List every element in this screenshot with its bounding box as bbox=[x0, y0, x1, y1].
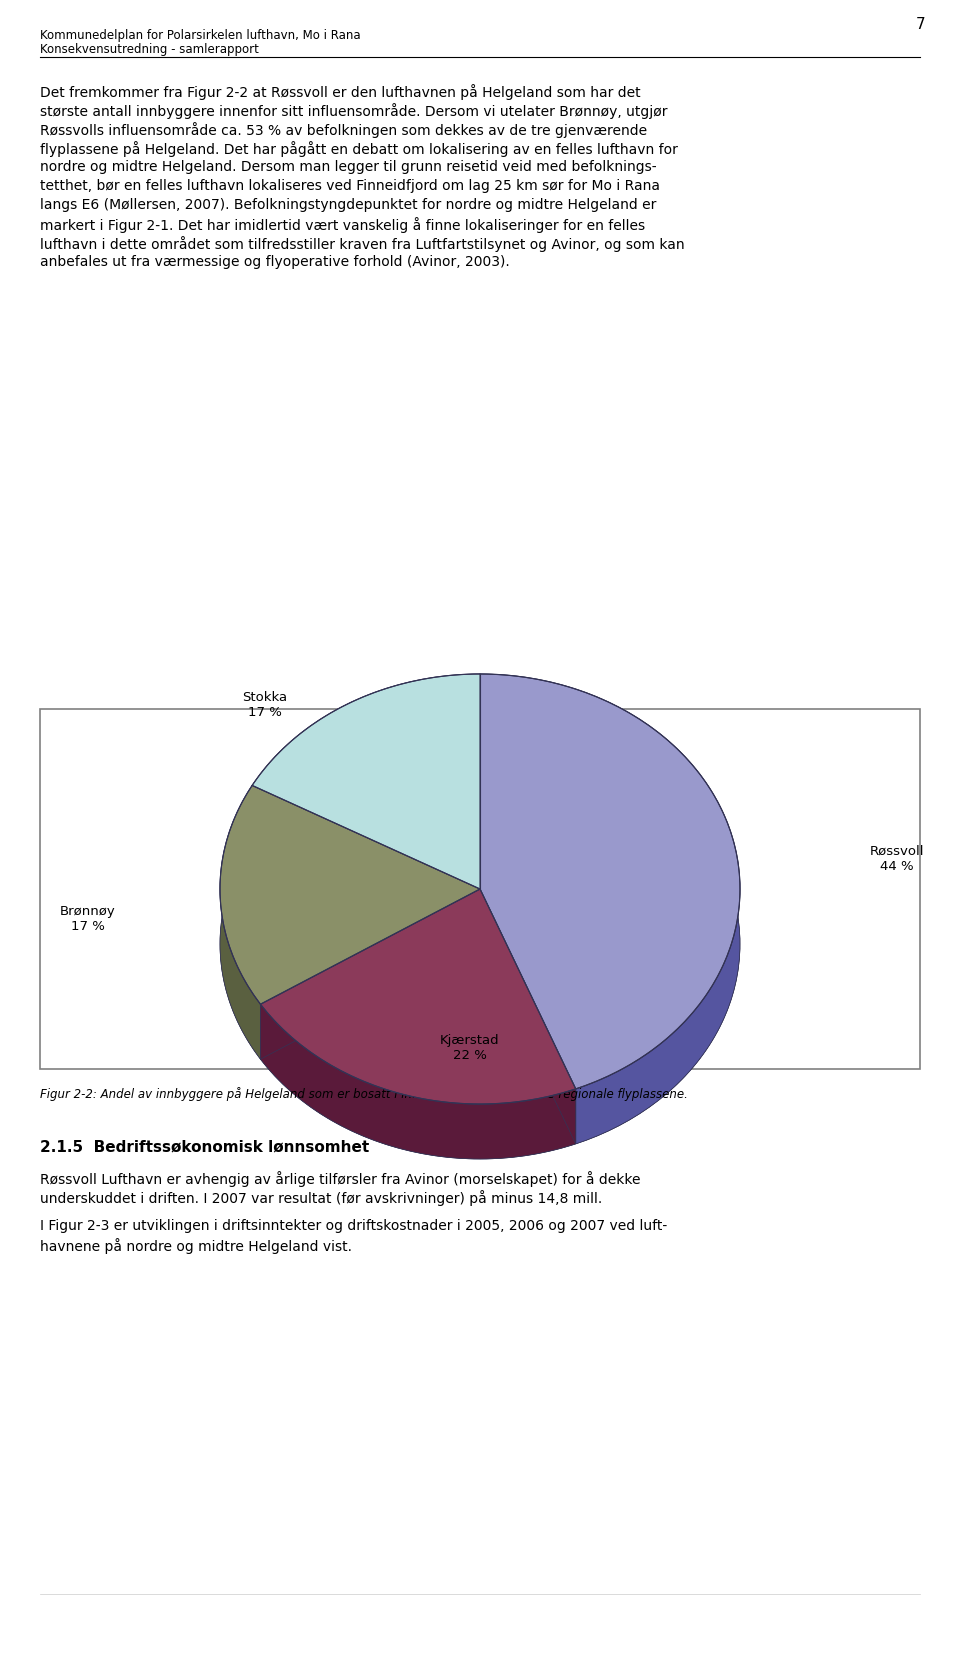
Text: Stokka
17 %: Stokka 17 % bbox=[243, 692, 288, 719]
Polygon shape bbox=[480, 888, 576, 1143]
Text: største antall innbyggere innenfor sitt influensområde. Dersom vi utelater Brønn: største antall innbyggere innenfor sitt … bbox=[40, 102, 667, 119]
Text: Konsekvensutredning - samlerapport: Konsekvensutredning - samlerapport bbox=[40, 44, 259, 55]
Polygon shape bbox=[260, 888, 480, 1059]
Text: markert i Figur 2-1. Det har imidlertid vært vanskelig å finne lokaliseringer fo: markert i Figur 2-1. Det har imidlertid … bbox=[40, 217, 645, 233]
Polygon shape bbox=[480, 888, 576, 1143]
Text: 7: 7 bbox=[916, 17, 925, 32]
Text: langs E6 (Møllersen, 2007). Befolkningstyngdepunktet for nordre og midtre Helgel: langs E6 (Møllersen, 2007). Befolkningst… bbox=[40, 198, 657, 212]
Text: 2.1.5  Bedriftssøkonomisk lønnsomhet: 2.1.5 Bedriftssøkonomisk lønnsomhet bbox=[40, 1138, 370, 1153]
Text: Kommunedelplan for Polarsirkelen lufthavn, Mo i Rana: Kommunedelplan for Polarsirkelen lufthav… bbox=[40, 29, 361, 42]
Polygon shape bbox=[260, 888, 480, 1059]
Polygon shape bbox=[252, 786, 480, 944]
Text: nordre og midtre Helgeland. Dersom man legger til grunn reisetid veid med befolk: nordre og midtre Helgeland. Dersom man l… bbox=[40, 160, 657, 175]
Text: underskuddet i driften. I 2007 var resultat (før avskrivninger) på minus 14,8 mi: underskuddet i driften. I 2007 var resul… bbox=[40, 1190, 602, 1206]
Polygon shape bbox=[220, 786, 260, 1059]
Bar bbox=[40, 709, 920, 1070]
Text: Brønnøy
17 %: Brønnøy 17 % bbox=[60, 905, 116, 934]
Polygon shape bbox=[480, 673, 740, 1090]
Polygon shape bbox=[220, 786, 480, 1004]
Text: anbefales ut fra værmessige og flyoperative forhold (Avinor, 2003).: anbefales ut fra værmessige og flyoperat… bbox=[40, 255, 510, 269]
Text: flyplassene på Helgeland. Det har pågått en debatt om lokalisering av en felles : flyplassene på Helgeland. Det har pågått… bbox=[40, 141, 678, 156]
Text: Kjærstad
22 %: Kjærstad 22 % bbox=[441, 1034, 500, 1063]
Text: havnene på nordre og midtre Helgeland vist.: havnene på nordre og midtre Helgeland vi… bbox=[40, 1237, 352, 1254]
Ellipse shape bbox=[220, 729, 740, 1159]
Text: Røssvolls influensområde ca. 53 % av befolkningen som dekkes av de tre gjenværen: Røssvolls influensområde ca. 53 % av bef… bbox=[40, 123, 647, 138]
Text: tetthet, bør en felles lufthavn lokaliseres ved Finneidfjord om lag 25 km sør fo: tetthet, bør en felles lufthavn lokalise… bbox=[40, 180, 660, 193]
Text: Røssvoll
44 %: Røssvoll 44 % bbox=[870, 845, 924, 873]
Text: lufthavn i dette området som tilfredsstiller kraven fra Luftfartstilsynet og Avi: lufthavn i dette området som tilfredssti… bbox=[40, 237, 684, 252]
Polygon shape bbox=[252, 786, 480, 944]
Polygon shape bbox=[260, 888, 576, 1105]
Polygon shape bbox=[252, 673, 480, 888]
Polygon shape bbox=[252, 673, 480, 841]
Text: Røssvoll Lufthavn er avhengig av årlige tilførsler fra Avinor (morselskapet) for: Røssvoll Lufthavn er avhengig av årlige … bbox=[40, 1170, 640, 1187]
Text: Det fremkommer fra Figur 2-2 at Røssvoll er den lufthavnen på Helgeland som har : Det fremkommer fra Figur 2-2 at Røssvoll… bbox=[40, 84, 640, 101]
Polygon shape bbox=[480, 673, 740, 1143]
Text: Figur 2-2: Andel av innbyggere på Helgeland som er bosatt i influensområdet til : Figur 2-2: Andel av innbyggere på Helgel… bbox=[40, 1086, 688, 1101]
Text: I Figur 2-3 er utviklingen i driftsinntekter og driftskostnader i 2005, 2006 og : I Figur 2-3 er utviklingen i driftsinnte… bbox=[40, 1219, 667, 1232]
Polygon shape bbox=[260, 1004, 576, 1159]
